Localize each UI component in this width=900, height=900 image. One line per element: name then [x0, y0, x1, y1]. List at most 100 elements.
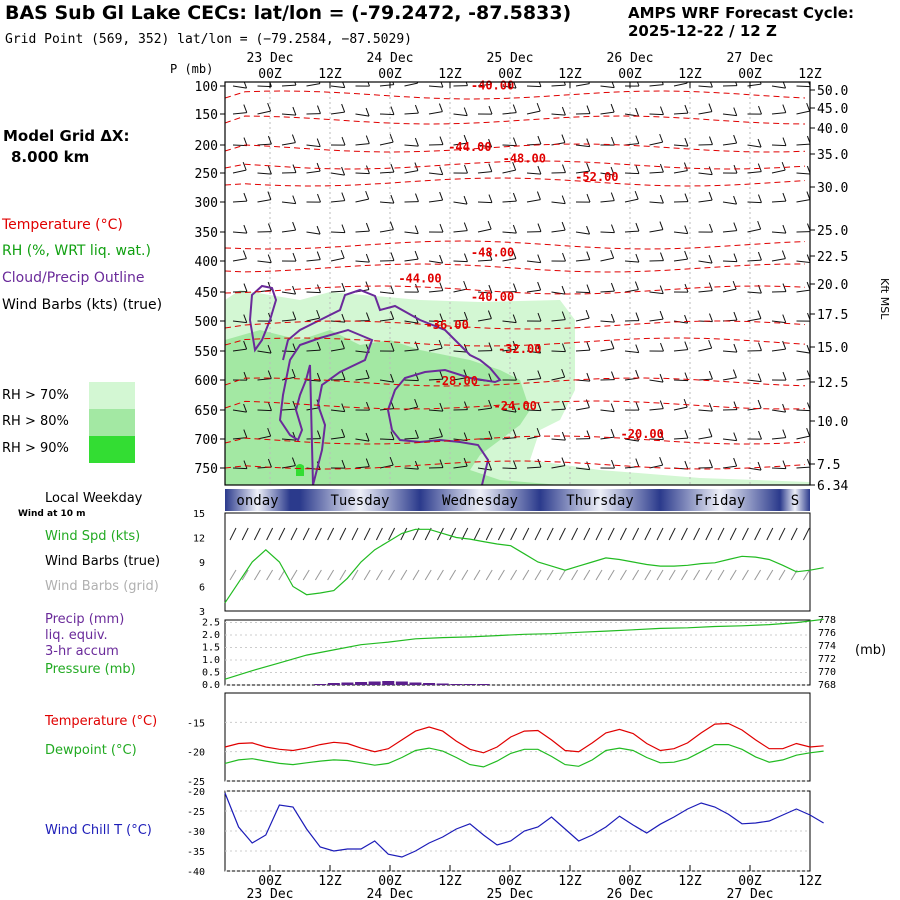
weekday-label: Friday: [695, 493, 746, 509]
wind-barb-flag: [317, 430, 321, 439]
wind-barb: [232, 231, 247, 234]
wind-barb: [649, 464, 663, 469]
precip-bar: [436, 683, 449, 685]
wind-barb-flag: [758, 105, 762, 115]
temperature-contour: [225, 143, 806, 153]
wind-barb: [306, 83, 321, 87]
cloud-outline-2: [278, 288, 502, 485]
wind-barb-true: [729, 527, 737, 541]
precip-tick-label: 1.0: [202, 655, 220, 666]
temperature-contour: [225, 240, 806, 250]
p-tick-label: 450: [195, 286, 218, 301]
wind-barb: [379, 201, 394, 204]
wind-barb: [404, 258, 419, 262]
wind-barb-flag: [365, 369, 370, 379]
wind-barb-grid: [461, 569, 469, 581]
wind-barb-flag: [635, 401, 640, 411]
wind-barb: [281, 319, 296, 322]
wind-barb: [355, 466, 370, 469]
weekday-label: onday: [236, 493, 278, 509]
wind-barb-flag: [243, 283, 248, 292]
wind-barb: [232, 467, 247, 470]
wind-barb: [722, 230, 737, 233]
wind-barb-flag: [684, 429, 689, 439]
wind-barb-flag: [684, 460, 689, 470]
wind-barb-grid: [558, 569, 566, 581]
wind-barb: [551, 350, 566, 353]
label-liq-equiv: liq. equiv.: [45, 628, 108, 643]
wind-barb-flag: [292, 252, 297, 262]
wind-barb-flag: [440, 82, 444, 88]
wind-barb-flag: [586, 341, 591, 351]
wind-barb-flag: [488, 251, 493, 261]
wind-barb: [257, 172, 272, 175]
wind-barb-grid: [241, 569, 249, 581]
wind-barb: [575, 83, 590, 87]
wind-barb-flag: [659, 194, 664, 204]
temp-dewpoint-frame: [224, 692, 811, 782]
wind-barb-flag: [439, 166, 444, 175]
wind-barb: [673, 320, 688, 324]
wind-barb-flag: [661, 82, 664, 85]
wind-barb-true: [583, 527, 591, 541]
wind-barb-flag: [562, 164, 566, 173]
wind-barb-true: [388, 527, 396, 541]
temperature-contour-label: -24.00: [494, 399, 537, 413]
wind-barb-flag: [366, 401, 370, 411]
kft-tick-label: 7.5: [817, 458, 840, 473]
kft-tick-label: 40.0: [817, 122, 848, 137]
label-wind-chill: Wind Chill T (°C): [45, 823, 152, 838]
temperature-contour-label: -48.00: [503, 151, 546, 165]
wind-barb-flag: [243, 137, 248, 146]
wind-barb: [502, 200, 517, 203]
wind-barb-flag: [635, 432, 640, 442]
wind-barb-flag: [757, 220, 762, 230]
wind-barb: [649, 84, 664, 87]
wind-barb-flag: [512, 192, 517, 202]
wind-barb-grid: [754, 569, 762, 581]
wind-barb-flag: [513, 371, 517, 381]
wind-barb: [551, 408, 566, 411]
wind-barb-flag: [561, 285, 566, 295]
label-pressure: Pressure (mb): [45, 662, 136, 677]
wind-barb: [355, 113, 370, 117]
wind-barb-true: [571, 527, 579, 541]
wind-barb: [747, 379, 762, 383]
wind-barb-flag: [684, 104, 689, 114]
wind-barb-grid: [583, 569, 591, 581]
wind-barb: [355, 260, 370, 263]
wind-barb-flag: [439, 313, 444, 322]
pressure-tick-label: 768: [818, 680, 836, 691]
wind-barb: [379, 84, 394, 87]
wind-barb: [453, 142, 468, 146]
wind-barb-flag: [463, 253, 468, 262]
wind-barb-true: [485, 527, 493, 541]
wind-barb: [649, 408, 664, 411]
pressure-line: [224, 618, 824, 680]
wind-barb-flag: [291, 368, 296, 378]
wind-barb: [747, 228, 761, 233]
temperature-contour: [225, 337, 806, 347]
wind-barb-flag: [439, 370, 444, 380]
wind-barb: [453, 377, 468, 381]
wind-barb: [355, 377, 370, 381]
wind-barb: [575, 259, 590, 262]
wind-barb: [698, 409, 713, 412]
wind-barb: [649, 291, 664, 295]
wind-barb: [771, 258, 786, 262]
p-tick-label: 550: [195, 345, 218, 360]
wind-barb-flag: [536, 427, 541, 437]
wind-barb-flag: [781, 250, 786, 259]
wind-barb: [747, 201, 762, 204]
wind-barb-flag: [586, 251, 591, 260]
wind-barb: [232, 348, 247, 352]
wind-barb-flag: [563, 82, 566, 86]
wind-barb-flag: [635, 222, 640, 232]
wind-barb: [404, 144, 419, 147]
top-date-label: 23 Dec: [247, 51, 294, 66]
wind-barb-flag: [708, 370, 713, 380]
label-precip: Precip (mm): [45, 612, 125, 627]
wind-barb: [771, 320, 786, 324]
p-tick-label: 600: [195, 374, 218, 389]
wind-barb: [698, 378, 713, 381]
